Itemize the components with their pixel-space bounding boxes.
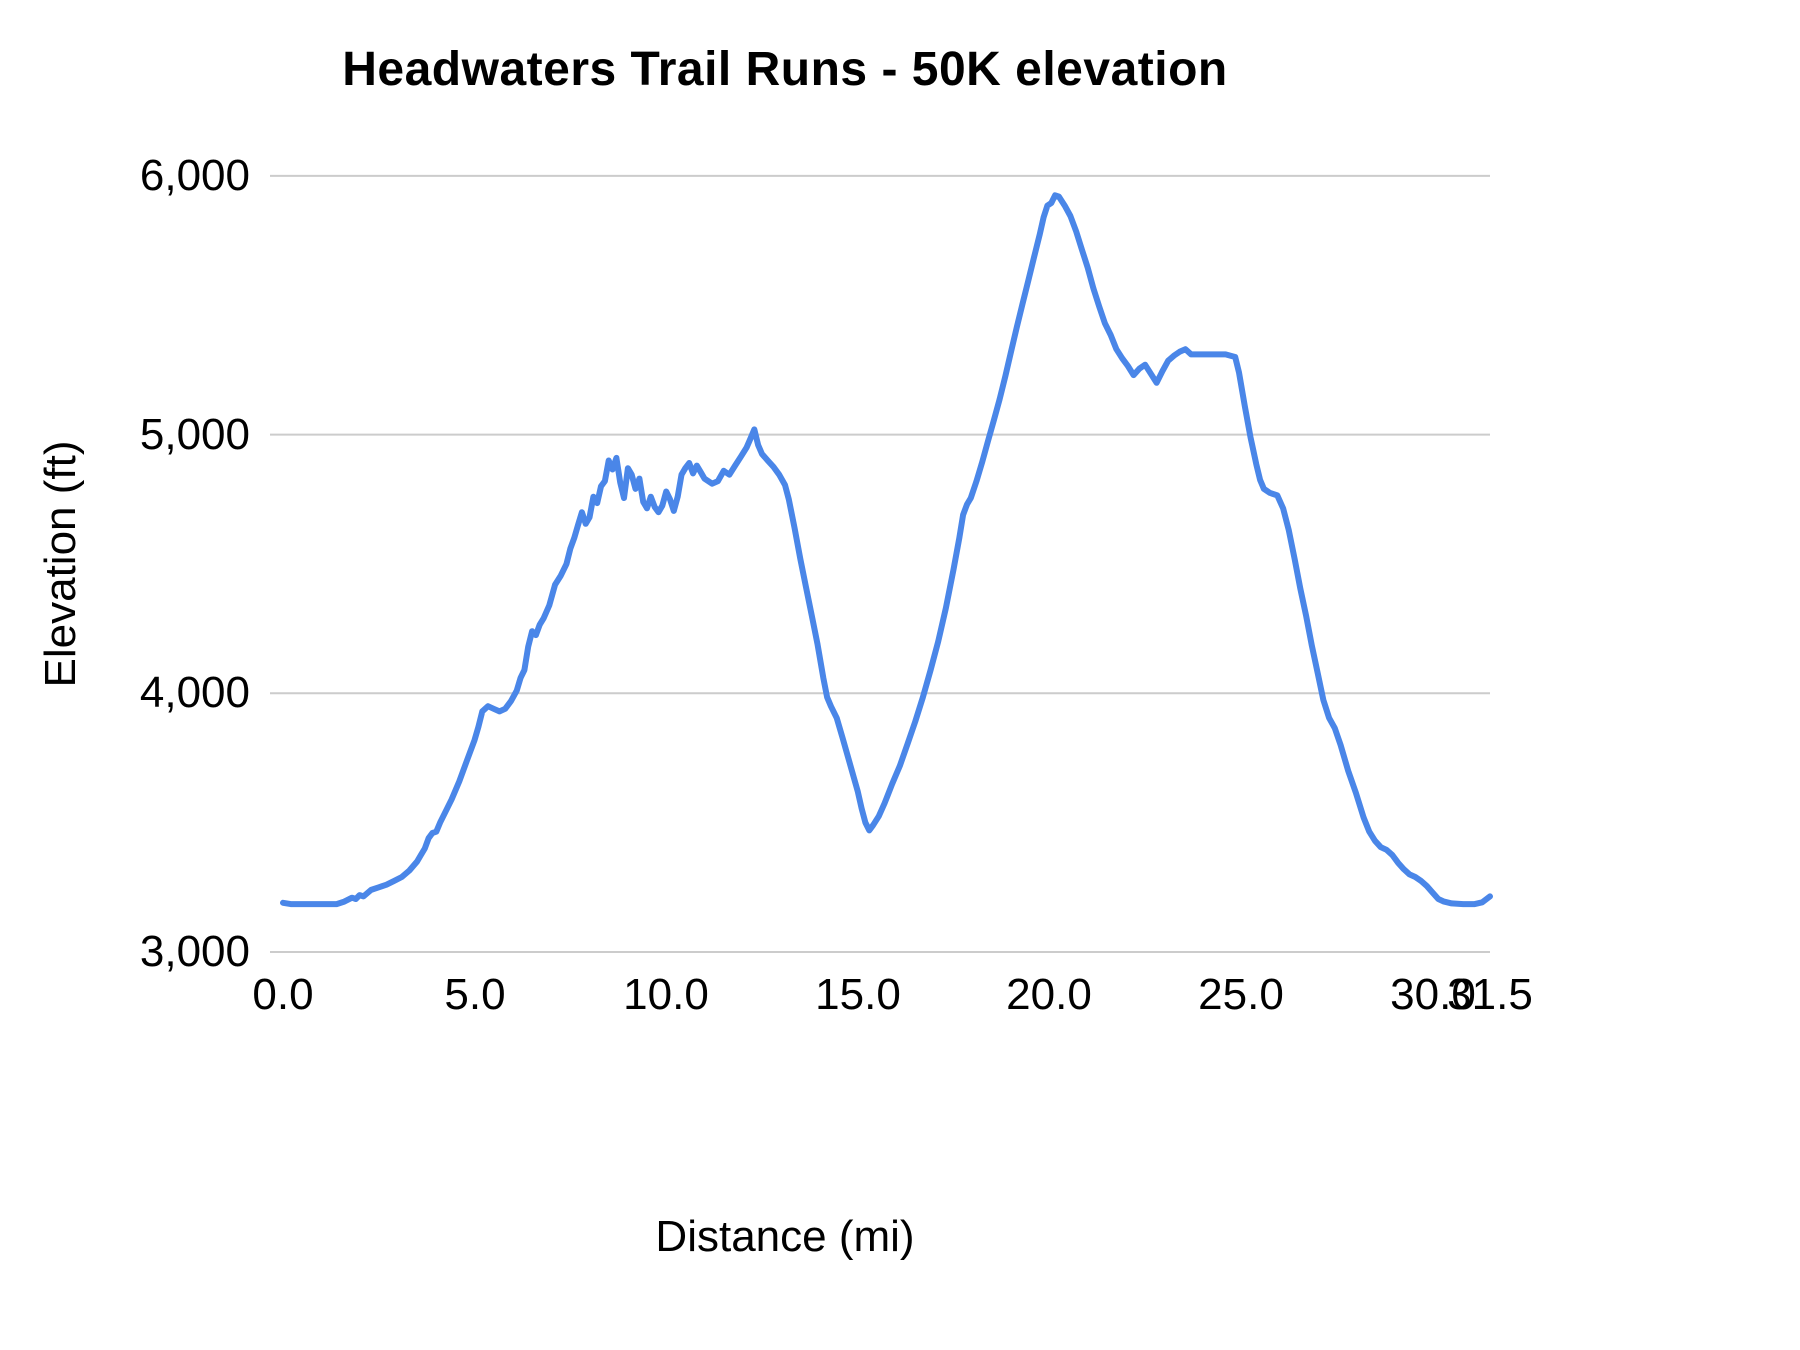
x-tick-label: 30.0 — [1390, 970, 1476, 1019]
x-tick-label: 0.0 — [252, 970, 314, 1019]
x-tick-label: 25.0 — [1198, 970, 1284, 1019]
y-tick-label: 6,000 — [139, 151, 250, 200]
x-tick-label: 20.0 — [1006, 970, 1092, 1019]
x-tick-label: 15.0 — [815, 970, 901, 1019]
x-tick-label: 10.0 — [623, 970, 709, 1019]
x-axis-title: Distance (mi) — [655, 1212, 915, 1261]
elevation-line — [280, 192, 1493, 908]
x-tick-label: 5.0 — [444, 970, 506, 1019]
chart-title: Headwaters Trail Runs - 50K elevation — [342, 43, 1228, 96]
y-tick-label: 4,000 — [139, 668, 250, 717]
x-tick-label: 31.5 — [1447, 970, 1533, 1019]
y-tick-label: 5,000 — [139, 410, 250, 459]
y-tick-label: 3,000 — [139, 927, 250, 976]
